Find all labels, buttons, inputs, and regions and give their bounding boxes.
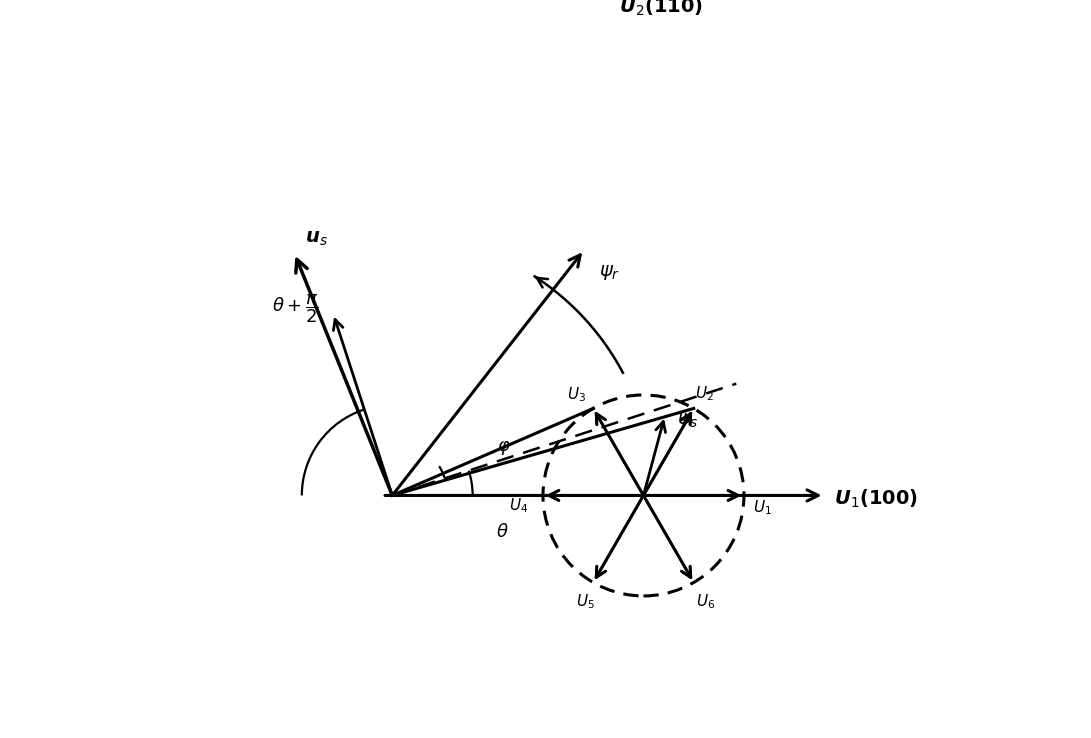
Text: $\varphi$: $\varphi$	[496, 439, 511, 457]
Text: $\boldsymbol{U}_2\boldsymbol{(110)}$: $\boldsymbol{U}_2\boldsymbol{(110)}$	[619, 0, 703, 18]
Text: $\psi_s$: $\psi_s$	[676, 411, 698, 430]
Text: $\boldsymbol{U}_1\boldsymbol{(100)}$: $\boldsymbol{U}_1\boldsymbol{(100)}$	[835, 487, 919, 510]
Text: $U_3$: $U_3$	[566, 385, 586, 404]
Text: $U_4$: $U_4$	[509, 496, 528, 515]
Text: $\boldsymbol{u}_s$: $\boldsymbol{u}_s$	[305, 230, 328, 248]
Text: $\theta+\dfrac{\pi}{2}$: $\theta+\dfrac{\pi}{2}$	[272, 292, 319, 325]
Text: $U_6$: $U_6$	[696, 593, 716, 611]
Text: $U_1$: $U_1$	[753, 499, 771, 517]
Text: $\psi_r$: $\psi_r$	[599, 263, 621, 281]
Text: $\theta$: $\theta$	[496, 523, 509, 541]
Text: $U_2$: $U_2$	[695, 384, 715, 403]
Text: $U_5$: $U_5$	[576, 593, 595, 611]
